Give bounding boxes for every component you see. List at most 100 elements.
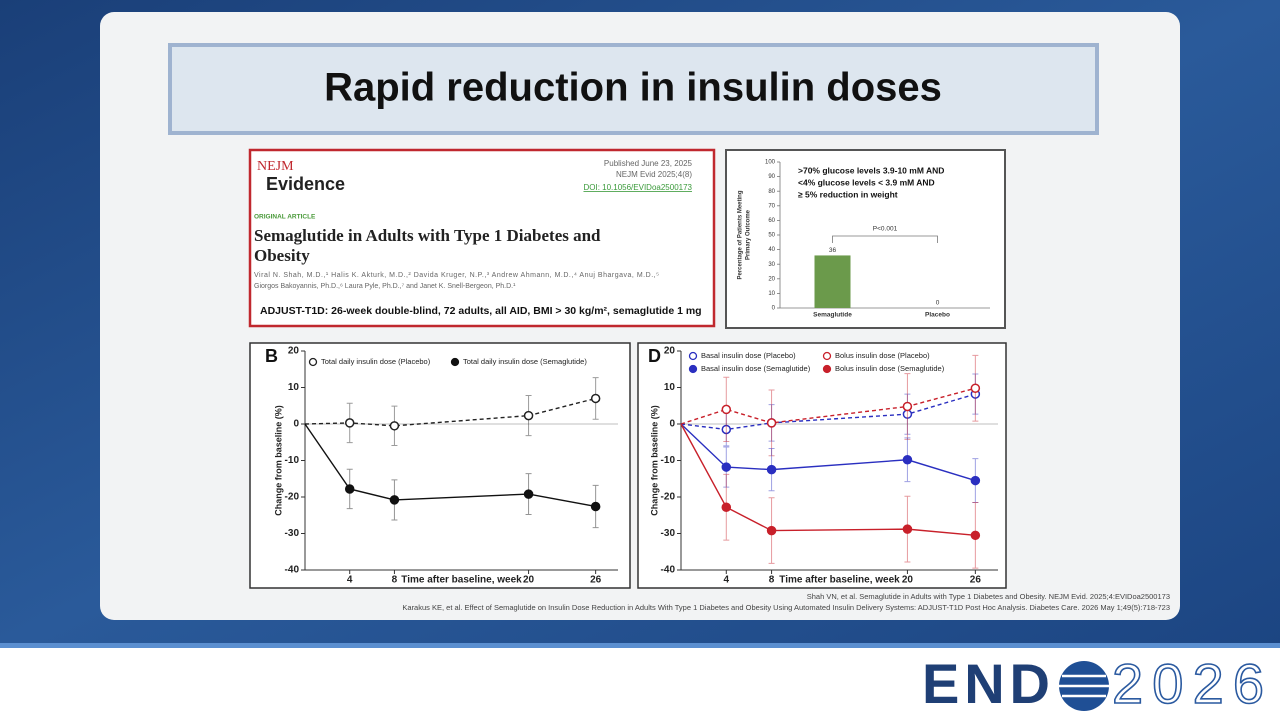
legend-label: Basal insulin dose (Placebo) — [701, 351, 796, 360]
legend-marker — [688, 364, 698, 374]
study-summary: ADJUST-T1D: 26-week double-blind, 72 adu… — [260, 305, 702, 317]
x-tick-label: 8 — [769, 575, 775, 586]
y-tick-label: 10 — [288, 382, 300, 393]
data-point — [389, 495, 400, 505]
panel-label: B — [265, 346, 278, 366]
divider — [0, 643, 1280, 648]
y-tick-label: 60 — [768, 218, 775, 224]
y-tick-label: 20 — [768, 276, 775, 282]
legend-label: Bolus insulin dose (Semaglutide) — [835, 364, 945, 373]
y-tick-label: -40 — [285, 565, 300, 576]
published-date: Published June 23, 2025 — [604, 159, 693, 168]
data-point — [721, 404, 732, 415]
reference: Shah VN, et al. Semaglutide in Adults wi… — [807, 592, 1170, 601]
data-point — [766, 464, 777, 475]
logo-globe-lines — [1059, 674, 1109, 698]
data-point — [344, 484, 355, 494]
y-tick-label: -20 — [661, 492, 676, 503]
y-tick-label: 20 — [288, 346, 300, 357]
value-label: 0 — [936, 300, 940, 307]
series-line — [304, 397, 596, 427]
legend-marker — [822, 364, 832, 374]
paper-title: Semaglutide in Adults with Type 1 Diabet… — [254, 226, 601, 245]
y-tick-label: 10 — [664, 382, 676, 393]
y-tick-label: -40 — [661, 565, 676, 576]
y-axis-label: Percentage of Patients Meeting — [738, 190, 744, 279]
panel-label: D — [648, 346, 661, 366]
y-tick-label: 100 — [765, 160, 776, 166]
legend-marker — [450, 357, 460, 367]
x-tick-label: Semaglutide — [813, 312, 852, 319]
data-point — [766, 418, 777, 428]
data-point — [523, 489, 534, 499]
legend-label: Total daily insulin dose (Placebo) — [321, 357, 431, 366]
paper-title: Obesity — [254, 246, 310, 265]
y-tick-label: -10 — [285, 455, 300, 466]
y-tick-label: 70 — [768, 203, 775, 209]
y-tick-label: 0 — [772, 306, 776, 312]
y-tick-label: 80 — [768, 189, 775, 195]
y-tick-label: 90 — [768, 174, 775, 180]
y-tick-label: -30 — [661, 528, 676, 539]
value-label: 36 — [829, 247, 837, 254]
logo-text: END — [922, 652, 1050, 715]
data-point — [766, 525, 777, 536]
y-tick-label: 0 — [293, 419, 299, 430]
data-point — [970, 475, 981, 486]
journal-mark: NEJM — [257, 159, 294, 174]
y-tick-label: 40 — [768, 247, 775, 253]
x-tick-label: 4 — [724, 575, 730, 586]
data-point — [721, 424, 732, 435]
y-axis-label: Change from baseline (%) — [649, 405, 659, 516]
article-section: ORIGINAL ARTICLE — [254, 214, 316, 221]
legend-label: Basal insulin dose (Semaglutide) — [701, 364, 811, 373]
data-point — [389, 421, 400, 431]
legend-label: Bolus insulin dose (Placebo) — [835, 351, 930, 360]
x-tick-label: Placebo — [925, 312, 950, 319]
data-point — [590, 393, 601, 404]
legend-marker — [688, 351, 698, 361]
paper-authors: Viral N. Shah, M.D.,¹ Halis K. Akturk, M… — [254, 272, 659, 279]
annotation: ≥ 5% reduction in weight — [798, 189, 898, 199]
paper-authors: Giorgos Bakoyannis, Ph.D.,⁶ Laura Pyle, … — [254, 283, 516, 290]
annotation: <4% glucose levels < 3.9 mM AND — [798, 177, 935, 187]
data-point — [344, 418, 355, 428]
x-tick-label: 26 — [590, 575, 602, 586]
p-value: P<0.001 — [873, 226, 898, 233]
x-axis-label: Time after baseline, week — [779, 575, 900, 586]
journal-citation: NEJM Evid 2025;4(8) — [616, 170, 692, 179]
chart-b-frame — [249, 342, 631, 589]
annotation: >70% glucose levels 3.9-10 mM AND — [798, 165, 944, 175]
data-point — [902, 524, 913, 534]
data-point — [970, 383, 981, 393]
data-point — [970, 530, 981, 541]
y-tick-label: -20 — [285, 492, 300, 503]
title-box — [168, 43, 1099, 135]
y-axis-label: Primary Outcome — [746, 209, 752, 260]
data-point — [721, 502, 732, 512]
legend-marker — [308, 357, 318, 367]
journal-name: Evidence — [266, 174, 345, 194]
x-tick-label: 20 — [523, 575, 535, 586]
data-point — [902, 401, 913, 412]
y-tick-label: 20 — [664, 346, 676, 357]
y-tick-label: -10 — [661, 455, 676, 466]
bar-chart-frame — [725, 149, 1006, 329]
reference: Karakus KE, et al. Effect of Semaglutide… — [402, 603, 1170, 612]
x-tick-label: 20 — [902, 575, 914, 586]
y-tick-label: 0 — [669, 419, 675, 430]
data-point — [902, 455, 913, 465]
chart-d-frame — [637, 342, 1007, 589]
y-axis-label: Change from baseline (%) — [273, 405, 283, 516]
paper-box — [248, 148, 716, 328]
y-tick-label: 30 — [768, 262, 775, 268]
x-axis-label: Time after baseline, week — [401, 575, 522, 586]
significance-bracket — [832, 235, 938, 243]
legend-label: Total daily insulin dose (Semaglutide) — [463, 357, 587, 366]
legend-marker — [822, 351, 832, 361]
doi[interactable]: DOI: 10.1056/EVIDoa2500173 — [583, 183, 692, 192]
data-point — [721, 462, 732, 472]
x-tick-label: 8 — [392, 575, 398, 586]
y-tick-label: -30 — [285, 528, 300, 539]
